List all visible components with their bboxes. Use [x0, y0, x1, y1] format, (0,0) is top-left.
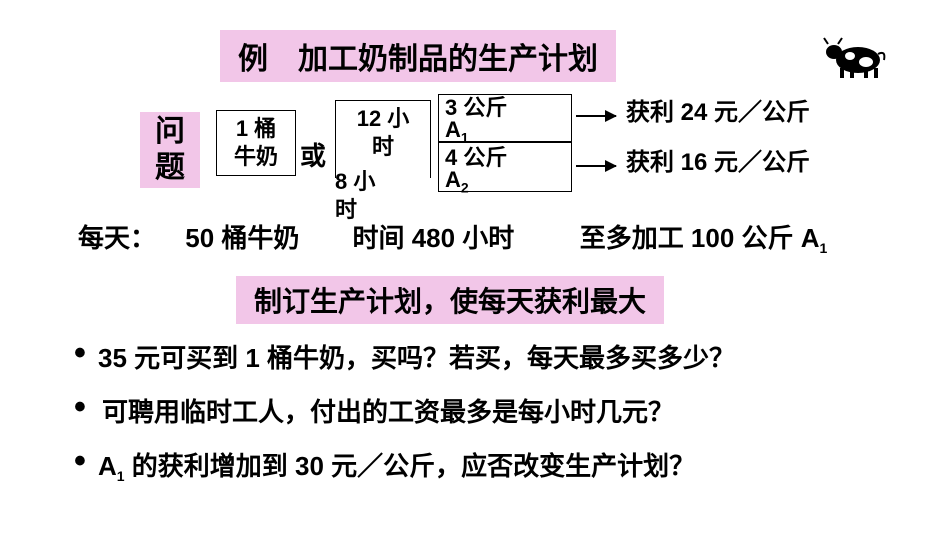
or-label: 或	[300, 136, 326, 173]
question-label: 问 题	[140, 112, 200, 188]
daily-cap-text: 至多加工 100 公斤 A	[580, 218, 820, 255]
out-b-prefix: A	[445, 167, 461, 192]
out-b-unit: 公斤	[457, 145, 507, 170]
daily-cap-sub: 1	[820, 240, 828, 256]
time-a-line1: 12 小	[336, 105, 430, 133]
bullet3-post: 的获利增加到 30 元／公斤，应否改变生产计划？	[125, 451, 696, 481]
out-b-sub: 2	[461, 179, 469, 195]
profit-text-b: 获利 16 元／公斤	[626, 148, 886, 178]
out-b-line2: A2	[445, 169, 571, 198]
out-b-line1: 4 公斤	[445, 147, 571, 169]
daily-milk: 50 桶牛奶	[185, 218, 345, 255]
daily-label: 每天：	[78, 218, 178, 255]
time-a-line2: 时	[336, 133, 430, 161]
objective-bar: 制订生产计划，使每天获利最大	[236, 276, 664, 324]
output-box-a: 3 公斤 A1	[438, 94, 572, 142]
bullet3-prefix: A	[98, 451, 117, 481]
out-a-prefix: A	[445, 117, 461, 142]
arrow-icon-a	[576, 115, 616, 117]
bullet3-sub: 1	[117, 468, 125, 484]
bullet-3: A1 的获利增加到 30 元／公斤，应否改变生产计划？	[78, 446, 928, 484]
question-label-line2: 题	[140, 150, 200, 186]
daily-time: 时间 480 小时	[352, 218, 572, 255]
arrow-icon-b	[576, 165, 616, 167]
question-label-line1: 问	[140, 114, 200, 150]
time-box-a: 12 小 时	[335, 100, 431, 178]
bullet-1: 35 元可买到 1 桶牛奶，买吗？若买，每天最多买多少？	[78, 338, 928, 375]
out-a-line1: 3 公斤	[445, 97, 571, 119]
milk-line2: 牛奶	[217, 143, 295, 171]
output-box-b: 4 公斤 A2	[438, 142, 572, 192]
daily-constraints: 每天： 50 桶牛奶 时间 480 小时 至多加工 100 公斤 A1	[78, 218, 928, 256]
cow-icon	[820, 30, 890, 80]
bullet-2: 可聘用临时工人，付出的工资最多是每小时几元？	[78, 392, 928, 429]
time-b-line1: 8 小	[335, 168, 431, 196]
page-title: 例 加工奶制品的生产计划	[220, 30, 616, 82]
milk-box: 1 桶 牛奶	[216, 110, 296, 176]
daily-cap: 至多加工 100 公斤 A1	[580, 218, 828, 256]
milk-line1: 1 桶	[217, 115, 295, 143]
profit-text-a: 获利 24 元／公斤	[626, 98, 886, 128]
time-box-b: 8 小 时	[335, 168, 431, 224]
